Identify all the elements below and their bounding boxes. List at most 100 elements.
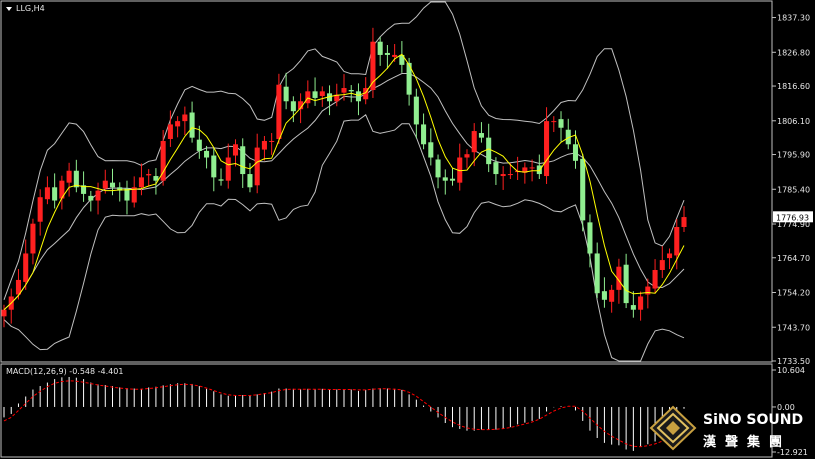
- candle-body: [623, 264, 629, 304]
- candle-body: [276, 84, 282, 139]
- price-tick-label: 1754.20: [777, 289, 810, 298]
- price-axis: 1837.30 1826.80 1816.60 1806.10 1795.90 1785.…: [772, 14, 810, 366]
- candle-body: [630, 305, 636, 310]
- candle-body: [645, 286, 651, 295]
- symbol-label: LLG,H4: [16, 4, 45, 13]
- macd-histogram: [3, 376, 685, 451]
- candle-body: [471, 131, 477, 153]
- candle-body: [442, 177, 448, 181]
- candle-body: [638, 296, 644, 310]
- candle-body: [167, 124, 173, 139]
- upper-band: [3, 1, 685, 300]
- macd-tick-label: -12.921: [777, 448, 808, 457]
- macd-axis: 10.604 0.00 -12.921: [772, 366, 808, 457]
- price-tick-label: 1774.90: [777, 220, 810, 229]
- candle-body: [269, 140, 275, 142]
- candle-body: [109, 182, 116, 188]
- candle-body: [544, 121, 550, 177]
- candle-body: [196, 139, 202, 151]
- candle-body: [594, 253, 600, 294]
- candle-body: [1, 309, 7, 317]
- candle-body: [247, 174, 253, 188]
- candles: [1, 27, 687, 328]
- current-price-box: [773, 211, 813, 223]
- candle-body: [565, 129, 571, 145]
- candle-body: [355, 91, 361, 102]
- candle-body: [88, 195, 94, 201]
- candle-body: [406, 62, 412, 95]
- candle-body: [507, 174, 513, 176]
- candle-body: [232, 144, 239, 156]
- candle-body: [146, 174, 152, 176]
- candle-body: [667, 253, 673, 259]
- candle-body: [218, 179, 224, 181]
- candle-body: [587, 222, 593, 254]
- watermark-chinese: 漢聲集團: [703, 434, 791, 450]
- candle-body: [551, 121, 557, 123]
- candle-body: [652, 270, 658, 289]
- candle-body: [536, 165, 542, 175]
- candle-body: [384, 52, 390, 55]
- candle-body: [23, 253, 29, 282]
- candle-body: [449, 178, 456, 181]
- price-tick-label: 1743.70: [777, 323, 810, 332]
- macd-tick-label: 0.00: [777, 403, 795, 412]
- candle-body: [312, 91, 318, 98]
- candle-body: [153, 176, 159, 181]
- macd-signal-line: [3, 380, 685, 448]
- candle-body: [493, 162, 499, 175]
- candle-body: [377, 41, 383, 55]
- macd-tick-label: 10.604: [777, 366, 805, 375]
- candle-body: [298, 101, 304, 110]
- sino-sound-logo: SiNO SOUND 漢聲集團: [649, 405, 803, 451]
- candle-body: [240, 146, 246, 175]
- price-tick-label: 1795.90: [777, 151, 810, 160]
- candle-body: [37, 197, 43, 222]
- candle-body: [189, 112, 195, 138]
- candle-body: [327, 93, 333, 102]
- candle-body: [572, 144, 579, 161]
- candle-body: [81, 185, 87, 194]
- candle-body: [290, 101, 296, 112]
- candle-body: [580, 158, 586, 221]
- candle-body: [254, 147, 260, 186]
- candle-body: [659, 260, 665, 271]
- candle-body: [399, 54, 405, 65]
- watermark-brand: SiNO SOUND: [703, 412, 803, 428]
- candle-body: [674, 226, 680, 256]
- candle-body: [160, 140, 166, 181]
- price-tick-label: 1764.70: [777, 254, 810, 263]
- candle-body: [370, 41, 376, 91]
- candle-body: [124, 188, 130, 201]
- ma-line: [3, 53, 685, 311]
- candle-body: [334, 94, 340, 102]
- price-tick-label: 1806.10: [777, 117, 810, 126]
- candle-body: [558, 119, 564, 128]
- candle-body: [102, 180, 108, 189]
- moving-average: [3, 53, 685, 311]
- price-tick-label: 1785.40: [777, 185, 810, 194]
- candle-body: [609, 289, 615, 302]
- candle-body: [52, 187, 58, 201]
- price-tick-label: 1837.30: [777, 14, 810, 23]
- current-price-label: 1776.93: [776, 213, 809, 222]
- macd-label: MACD(12,26,9) -0.548 -4.401: [6, 367, 123, 376]
- candle-body: [486, 137, 492, 165]
- candle-body: [117, 187, 123, 191]
- lower-band: [3, 114, 685, 362]
- candle-body: [66, 170, 72, 183]
- candle-body: [319, 91, 325, 96]
- candle-body: [30, 223, 36, 254]
- macd-panel-frame: [0, 363, 773, 458]
- dropdown-triangle-icon[interactable]: [6, 7, 12, 11]
- candle-body: [95, 190, 101, 201]
- candle-body: [15, 279, 21, 295]
- current-price-marker: 1776.93: [773, 211, 813, 223]
- price-tick-label: 1826.80: [777, 48, 810, 57]
- candle-body: [131, 187, 137, 203]
- candle-body: [305, 91, 311, 104]
- candle-body: [44, 187, 50, 200]
- candle-body: [428, 142, 434, 158]
- candle-body: [529, 167, 535, 169]
